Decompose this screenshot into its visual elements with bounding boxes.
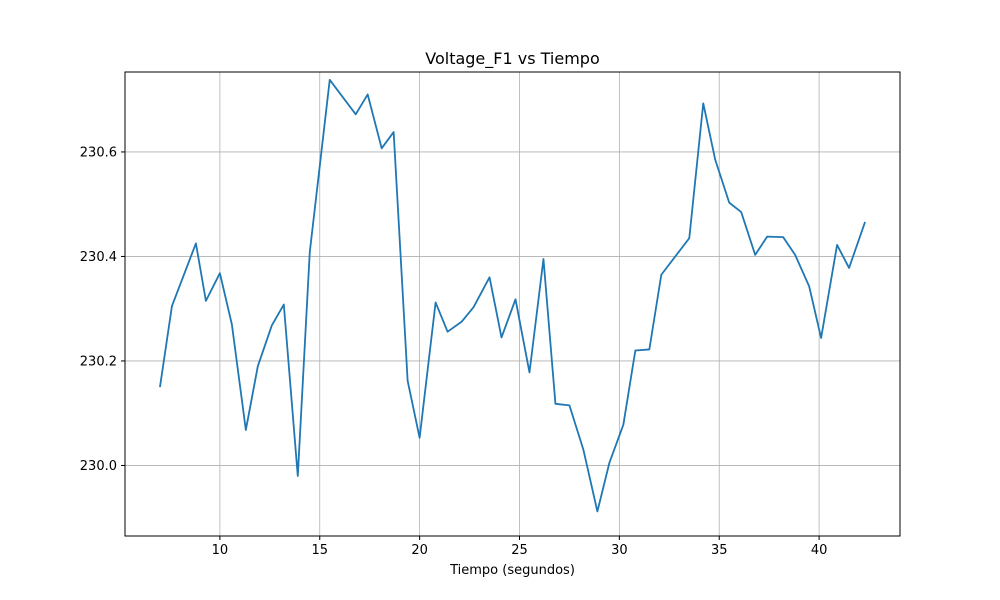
data-point (688, 237, 690, 239)
x-tick-label: 10 (212, 543, 229, 558)
data-point (245, 429, 247, 431)
data-point (231, 323, 233, 325)
x-tick-label: 20 (411, 543, 428, 558)
data-point (489, 276, 491, 278)
grid-lines (125, 72, 900, 536)
data-point (257, 365, 259, 367)
data-point (728, 202, 730, 204)
plot-frame (124, 71, 901, 537)
data-point (794, 254, 796, 256)
data-point (648, 349, 650, 351)
y-tick-label: 230.2 (80, 354, 117, 369)
data-point (740, 211, 742, 213)
y-tick-label: 230.4 (80, 250, 117, 265)
data-point (766, 236, 768, 238)
data-point (501, 337, 503, 339)
data-point (634, 350, 636, 352)
data-point (555, 403, 557, 405)
x-axis-label: Tiempo (segundos) (449, 563, 575, 578)
data-point (297, 475, 299, 477)
data-point (461, 321, 463, 323)
data-point (660, 274, 662, 276)
x-tick-label: 35 (711, 543, 728, 558)
data-point (355, 113, 357, 115)
data-point (171, 305, 173, 307)
data-point (782, 236, 784, 238)
data-point (195, 242, 197, 244)
data-point (529, 372, 531, 374)
data-point (283, 304, 285, 306)
data-point (419, 437, 421, 439)
y-tick-label: 230.0 (80, 459, 117, 474)
x-tick-label: 30 (611, 543, 628, 558)
x-axis: 10 15 20 25 30 35 40 (212, 536, 828, 558)
data-point (435, 302, 437, 304)
x-tick-label: 15 (311, 543, 328, 558)
x-tick-label: 25 (511, 543, 528, 558)
data-point (219, 272, 221, 274)
data-point (159, 386, 161, 388)
data-point (271, 325, 273, 327)
data-point (205, 300, 207, 302)
data-point (583, 449, 585, 451)
data-point (808, 285, 810, 287)
data-point (596, 511, 598, 513)
chart-title: Voltage_F1 vs Tiempo (425, 49, 599, 69)
data-point (381, 147, 383, 149)
data-point (569, 404, 571, 406)
data-point (608, 462, 610, 464)
data-point (447, 331, 449, 333)
series-line-voltage-f1 (159, 78, 866, 513)
y-tick-label: 230.6 (80, 145, 117, 160)
data-point (407, 380, 409, 382)
data-point (393, 131, 395, 133)
data-point (367, 94, 369, 96)
data-point (543, 258, 545, 260)
data-point (702, 102, 704, 104)
y-axis: 230.0 230.2 230.4 230.6 (80, 145, 125, 474)
data-point (622, 424, 624, 426)
data-point (329, 79, 331, 81)
data-point (473, 306, 475, 308)
data-point (836, 244, 838, 246)
data-point (714, 159, 716, 161)
data-point (309, 251, 311, 253)
series-layer (159, 78, 866, 513)
data-point (820, 337, 822, 339)
data-point (864, 221, 866, 223)
data-point (754, 254, 756, 256)
x-tick-label: 40 (811, 543, 828, 558)
data-point (515, 298, 517, 300)
data-point (848, 267, 850, 269)
